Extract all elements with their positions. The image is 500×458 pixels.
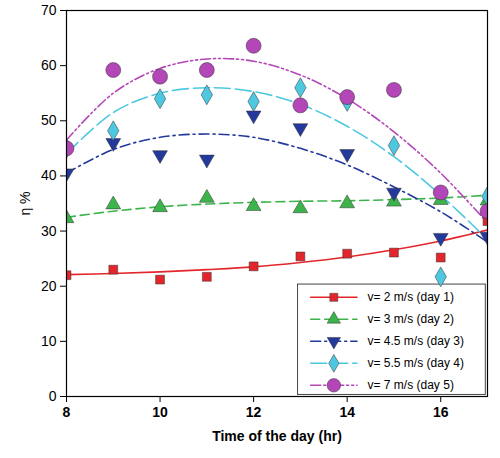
svg-text:v= 7 m/s (day 5): v= 7 m/s (day 5) <box>368 378 454 392</box>
svg-text:0: 0 <box>49 388 57 404</box>
svg-text:20: 20 <box>41 278 57 294</box>
svg-text:60: 60 <box>41 57 57 73</box>
svg-text:v= 2 m/s (day 1): v= 2 m/s (day 1) <box>368 290 454 304</box>
svg-text:14: 14 <box>339 404 355 420</box>
svg-text:16: 16 <box>433 404 449 420</box>
svg-text:40: 40 <box>41 167 57 183</box>
svg-text:50: 50 <box>41 112 57 128</box>
svg-text:10: 10 <box>41 333 57 349</box>
svg-text:Time of the day (hr): Time of the day (hr) <box>212 428 342 444</box>
svg-text:10: 10 <box>152 404 168 420</box>
svg-text:30: 30 <box>41 223 57 239</box>
svg-text:12: 12 <box>246 404 262 420</box>
svg-text:v= 4.5 m/s (day 3): v= 4.5 m/s (day 3) <box>368 334 464 348</box>
svg-text:70: 70 <box>41 2 57 18</box>
svg-text:v= 3 m/s (day 2): v= 3 m/s (day 2) <box>368 312 454 326</box>
svg-text:η %: η % <box>17 191 33 215</box>
svg-text:v= 5.5 m/s (day 4): v= 5.5 m/s (day 4) <box>368 356 464 370</box>
svg-text:8: 8 <box>63 404 71 420</box>
